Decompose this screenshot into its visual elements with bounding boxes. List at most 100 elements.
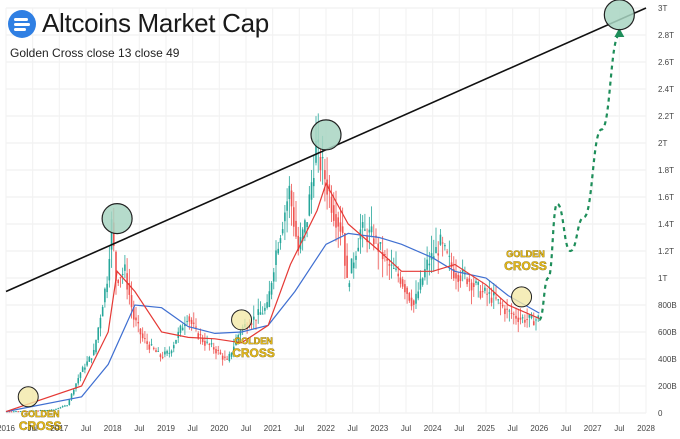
- candle-body: [386, 258, 388, 261]
- candle-body: [368, 229, 371, 233]
- x-tick-label: Jul: [134, 424, 144, 433]
- candle-body: [228, 353, 231, 361]
- candle-body: [444, 244, 446, 247]
- golden-cross-circle: [17, 386, 39, 408]
- candle-body: [159, 354, 162, 358]
- candle-body: [68, 399, 71, 405]
- candle-body: [35, 410, 37, 412]
- candle-body: [401, 279, 404, 287]
- candle-body: [466, 278, 468, 285]
- golden-cross-label-line2: CROSS: [19, 419, 62, 433]
- y-tick-label: 2.6T: [658, 58, 674, 67]
- candle-body: [155, 350, 157, 353]
- candle-body: [348, 283, 351, 287]
- trendline-touch-circle: [101, 203, 133, 235]
- x-tick-label: 2020: [210, 424, 228, 433]
- candle-body: [86, 361, 88, 366]
- golden-cross-circle: [231, 309, 253, 331]
- candle-body: [448, 255, 451, 257]
- candle-body: [324, 170, 326, 180]
- candle-body: [439, 234, 442, 245]
- candle-body: [164, 351, 166, 355]
- x-tick-label: Jul: [348, 424, 358, 433]
- candle-body: [319, 156, 322, 171]
- candle-body: [335, 214, 337, 228]
- candle-body: [52, 409, 55, 411]
- candle-body: [26, 411, 28, 413]
- candle-body: [230, 352, 233, 357]
- candle-body: [279, 238, 282, 244]
- golden-cross-label-line2: CROSS: [232, 346, 275, 360]
- candle-body: [455, 273, 457, 279]
- candle-body: [201, 338, 204, 343]
- candle-body: [50, 409, 53, 411]
- candle-body: [495, 297, 497, 299]
- candle-body: [506, 308, 508, 310]
- candle-body: [210, 343, 213, 345]
- candle-body: [121, 273, 124, 275]
- x-tick-label: Jul: [28, 424, 38, 433]
- golden-cross-label-line1: GOLDEN: [506, 249, 545, 259]
- candle-body: [512, 313, 515, 315]
- candle-body: [406, 287, 408, 294]
- candle-body: [330, 196, 333, 213]
- candle-body: [457, 274, 460, 282]
- candle-body: [104, 288, 106, 303]
- candle-body: [410, 297, 413, 307]
- x-tick-label: Jul: [294, 424, 304, 433]
- candle-body: [535, 319, 537, 321]
- candle-body: [70, 393, 73, 400]
- candle-body: [166, 350, 168, 354]
- candle-body: [417, 291, 420, 299]
- candle-body: [446, 251, 448, 253]
- candle-body: [528, 314, 531, 318]
- x-tick-label: 2025: [477, 424, 495, 433]
- candle-body: [377, 243, 380, 252]
- candle-body: [388, 264, 391, 266]
- candle-body: [524, 319, 526, 323]
- candle-body: [435, 247, 437, 254]
- x-tick-label: Jul: [614, 424, 624, 433]
- y-tick-label: 600B: [658, 328, 677, 337]
- y-tick-label: 200B: [658, 382, 677, 391]
- y-tick-label: 1.2T: [658, 247, 674, 256]
- candle-body: [366, 235, 368, 243]
- candle-body: [37, 410, 40, 412]
- candle-body: [101, 307, 104, 317]
- candle-body: [168, 352, 171, 354]
- candle-body: [508, 310, 511, 312]
- candle-body: [472, 283, 475, 287]
- candle-body: [250, 323, 253, 325]
- candle-body: [517, 317, 520, 323]
- candle-body: [99, 317, 102, 329]
- candle-body: [232, 346, 235, 352]
- candle-body: [475, 281, 477, 284]
- candle-body: [239, 331, 242, 336]
- x-tick-label: Jul: [188, 424, 198, 433]
- candle-body: [179, 325, 182, 333]
- candle-body: [408, 292, 411, 301]
- candle-body: [39, 410, 42, 412]
- chart-title: Altcoins Market Cap: [42, 8, 269, 38]
- candle-body: [44, 409, 46, 411]
- candle-body: [32, 410, 35, 412]
- y-tick-label: 1.6T: [658, 193, 674, 202]
- x-tick-label: 2021: [264, 424, 282, 433]
- candle-body: [344, 233, 346, 266]
- candle-body: [290, 190, 293, 207]
- candle-body: [75, 383, 77, 389]
- title-bar: Altcoins Market Cap: [8, 8, 269, 39]
- candle-body: [515, 315, 517, 319]
- candle-body: [186, 321, 188, 323]
- candle-body: [139, 328, 142, 335]
- candle-body: [484, 287, 486, 291]
- candle-body: [488, 292, 491, 294]
- candle-body: [124, 264, 126, 271]
- candle-body: [46, 409, 48, 411]
- candle-body: [221, 355, 224, 360]
- candle-body: [486, 293, 488, 295]
- candle-body: [59, 407, 62, 409]
- candle-body: [355, 255, 357, 260]
- chart-subtitle: Golden Cross close 13 close 49: [10, 46, 180, 60]
- candle-body: [284, 212, 286, 222]
